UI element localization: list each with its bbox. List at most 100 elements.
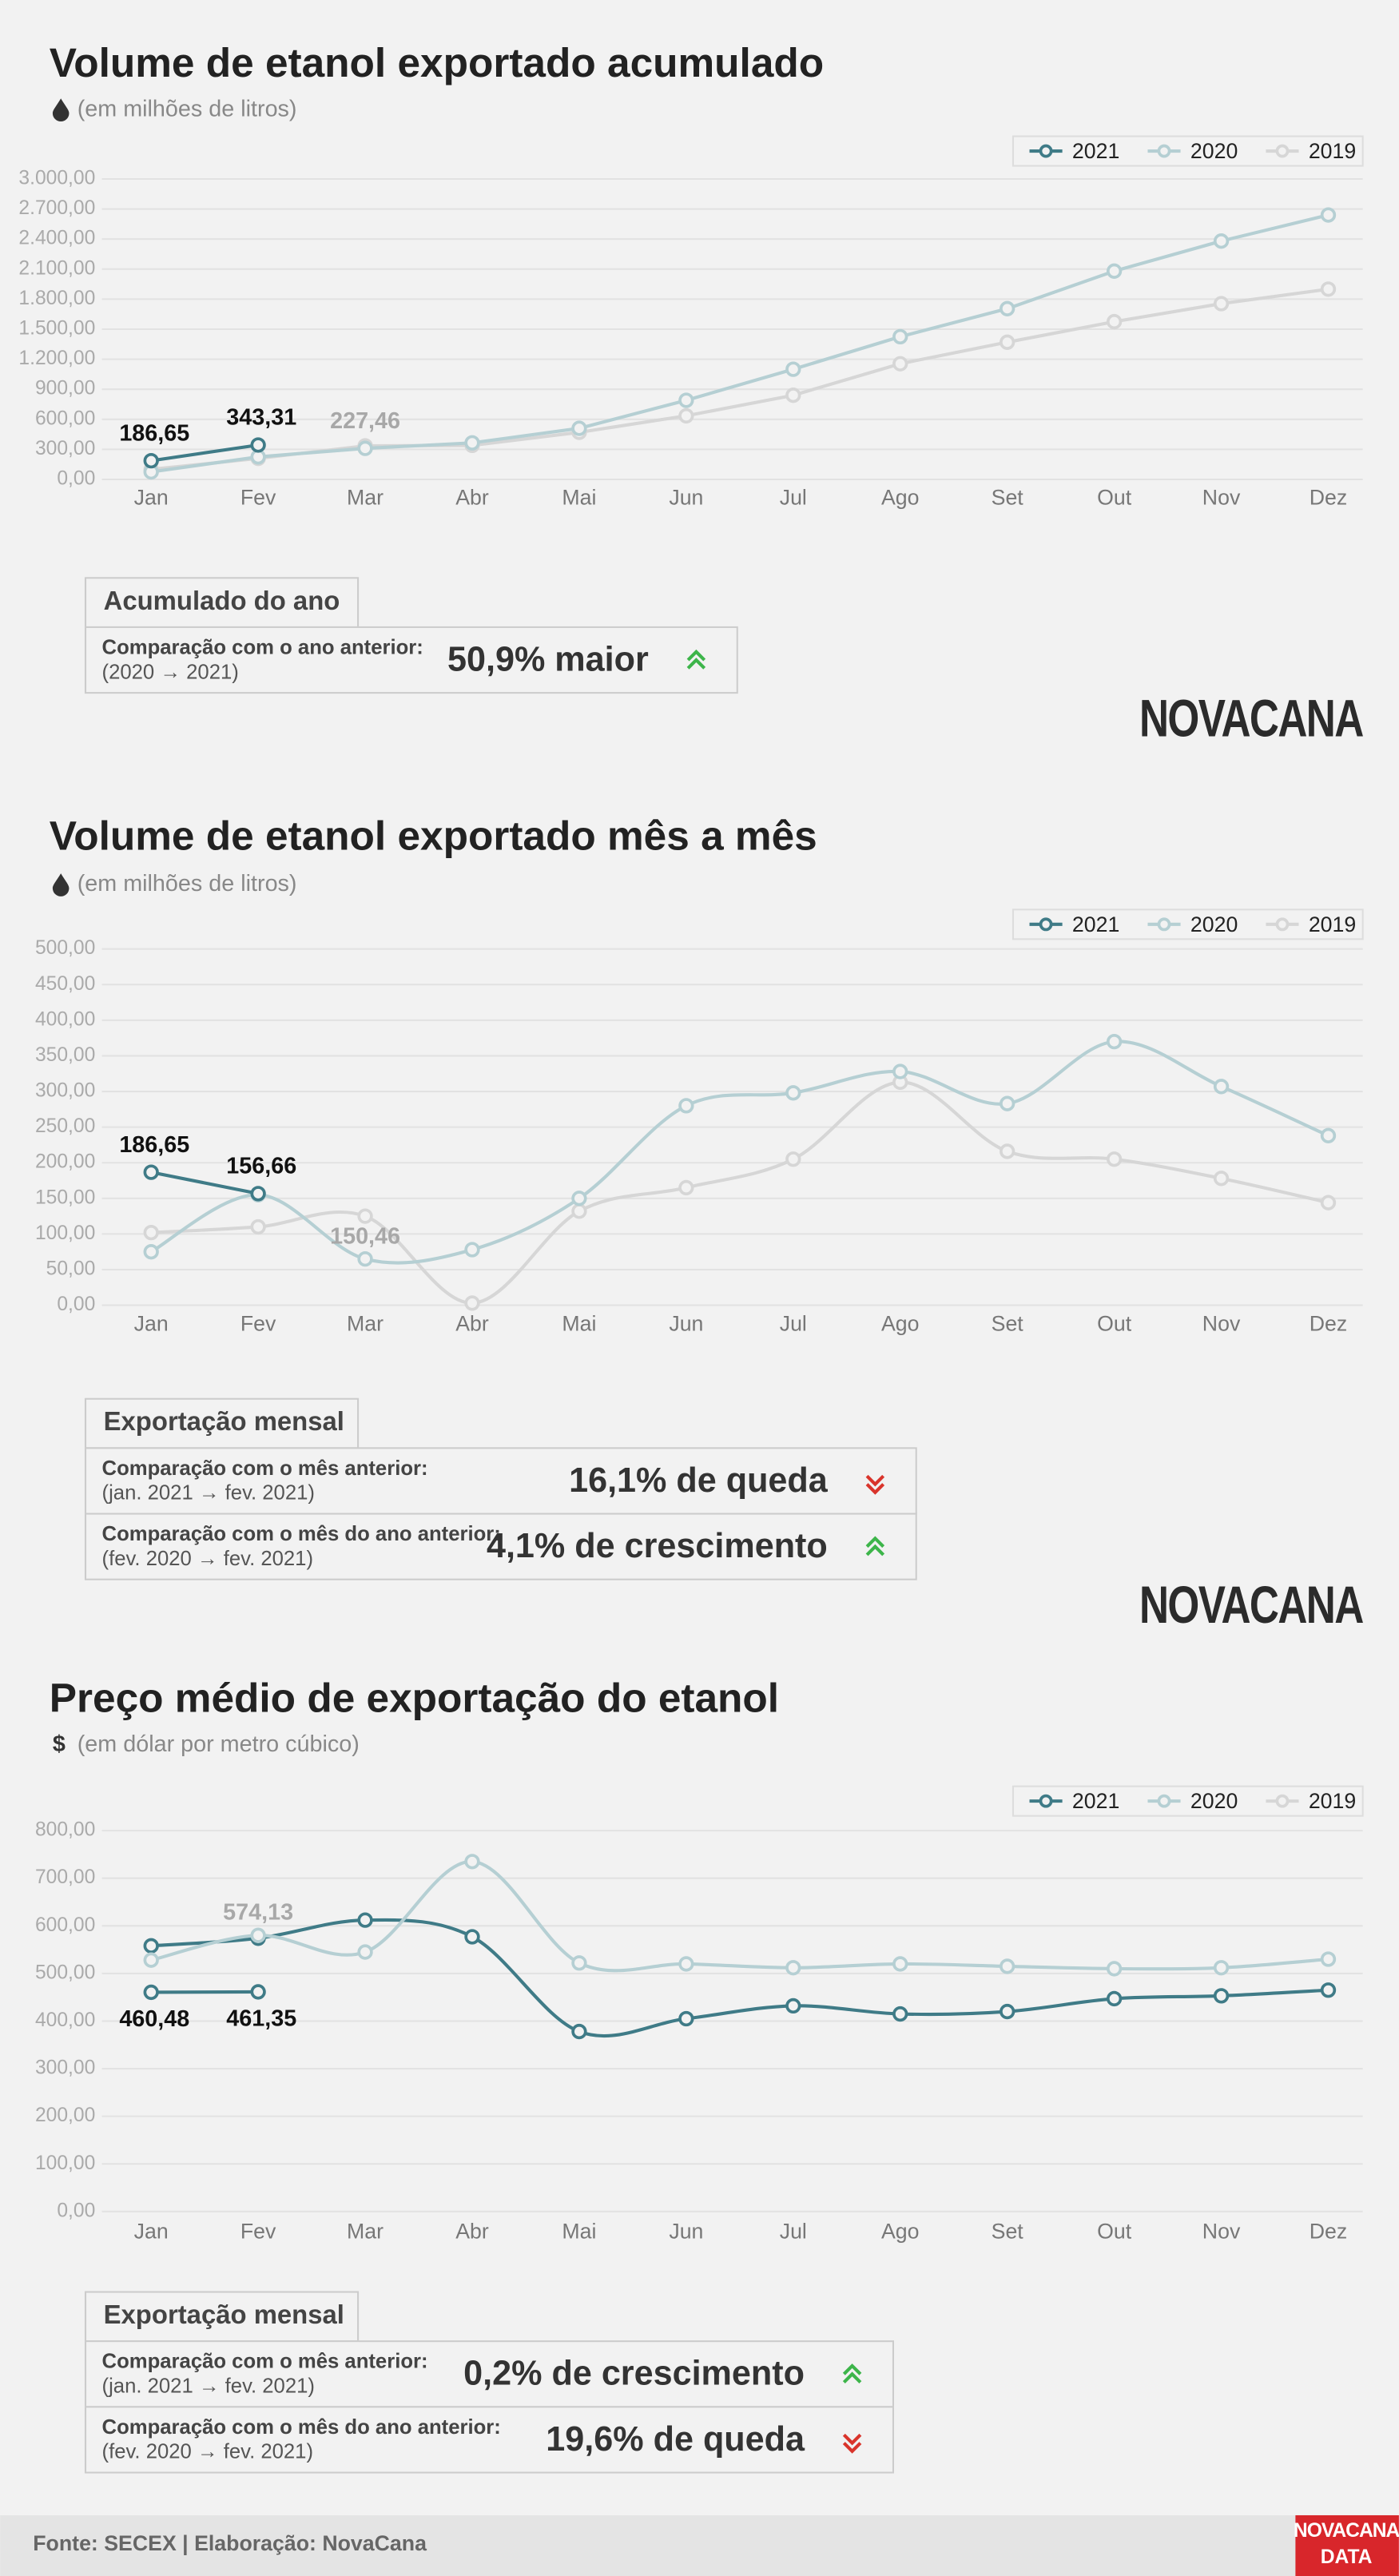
chart-subtitle: (em milhões de litros) bbox=[78, 871, 297, 896]
legend-label: 2019 bbox=[1309, 139, 1356, 163]
data-point bbox=[143, 1164, 159, 1180]
x-tick-label: Abr bbox=[455, 1311, 489, 1335]
series-line bbox=[151, 1990, 259, 1994]
data-point bbox=[143, 1938, 159, 1954]
legend-box bbox=[1011, 135, 1364, 167]
y-tick-label: 200,00 bbox=[35, 1151, 95, 1173]
x-tick-label: Out bbox=[1097, 1311, 1132, 1335]
x-tick-label: Mai bbox=[562, 486, 596, 510]
x-tick-label: Set bbox=[992, 1311, 1024, 1335]
y-tick-label: 2.100,00 bbox=[18, 257, 95, 279]
data-point bbox=[1213, 1171, 1230, 1187]
legend-marker bbox=[1039, 144, 1053, 158]
chart-subtitle: (em dólar por metro cúbico) bbox=[78, 1731, 360, 1757]
x-tick-label: Fev bbox=[240, 2220, 276, 2244]
x-tick-label: Out bbox=[1097, 486, 1132, 510]
summary-row bbox=[84, 2340, 894, 2408]
chart-title: Volume de etanol exportado acumulado bbox=[50, 39, 824, 85]
data-point bbox=[143, 1244, 159, 1260]
y-tick-label: 3.000,00 bbox=[18, 167, 95, 189]
summary-value: 50,9% maior bbox=[447, 640, 649, 678]
data-point bbox=[1213, 1960, 1230, 1976]
y-tick-label: 300,00 bbox=[35, 2057, 95, 2079]
data-label: 343,31 bbox=[226, 405, 296, 431]
data-point bbox=[1000, 300, 1015, 316]
data-point bbox=[571, 420, 587, 436]
x-tick-label: Nov bbox=[1202, 1311, 1241, 1335]
summary-note: (jan. 2021 → fev. 2021) bbox=[102, 1482, 315, 1505]
series-line bbox=[150, 1040, 1329, 1265]
summary-note: (fev. 2020 → fev. 2021) bbox=[102, 1548, 313, 1570]
summary-row bbox=[84, 1447, 917, 1515]
y-tick-label: 400,00 bbox=[35, 2010, 95, 2031]
x-tick-label: Mai bbox=[562, 2220, 596, 2244]
series-line bbox=[150, 213, 1329, 474]
data-label: 186,65 bbox=[119, 420, 189, 446]
data-point bbox=[143, 452, 159, 469]
series-line bbox=[150, 287, 1329, 471]
y-tick-label: 1.500,00 bbox=[18, 318, 95, 340]
data-point bbox=[250, 437, 266, 453]
summary-value: 4,1% de crescimento bbox=[487, 1527, 828, 1565]
data-point bbox=[464, 1242, 480, 1258]
legend-label: 2020 bbox=[1190, 139, 1238, 163]
data-point bbox=[357, 1944, 373, 1960]
data-point bbox=[357, 1912, 373, 1928]
data-point bbox=[785, 1151, 801, 1167]
summary-label: Comparação com o mês do ano anterior: bbox=[102, 2416, 501, 2439]
legend-marker bbox=[1157, 1794, 1171, 1808]
footer-source: Fonte: SECEX | Elaboração: NovaCana bbox=[33, 2531, 427, 2555]
data-point bbox=[1000, 1143, 1015, 1159]
y-tick-label: 200,00 bbox=[35, 2105, 95, 2126]
summary-note: (jan. 2021 → fev. 2021) bbox=[102, 2375, 315, 2397]
x-tick-label: Mar bbox=[347, 2220, 384, 2244]
data-point bbox=[678, 1956, 694, 1972]
data-point bbox=[571, 2023, 587, 2040]
data-point bbox=[678, 407, 694, 424]
drop-icon bbox=[52, 873, 70, 896]
footer-band bbox=[0, 2514, 1399, 2576]
data-point bbox=[1213, 233, 1230, 249]
drop-icon bbox=[52, 98, 70, 122]
y-tick-label: 700,00 bbox=[35, 1866, 95, 1888]
summary-label: Comparação com o mês anterior: bbox=[102, 2351, 428, 2373]
y-tick-label: 2.700,00 bbox=[18, 197, 95, 219]
legend-marker bbox=[1275, 917, 1290, 932]
chart-subtitle: (em milhões de litros) bbox=[78, 96, 297, 121]
y-tick-label: 600,00 bbox=[35, 407, 95, 429]
y-tick-label: 500,00 bbox=[35, 937, 95, 959]
x-tick-label: Set bbox=[992, 2220, 1024, 2244]
x-tick-label: Mar bbox=[347, 486, 384, 510]
data-point bbox=[785, 361, 801, 377]
legend-label: 2021 bbox=[1072, 1789, 1119, 1813]
y-tick-label: 400,00 bbox=[35, 1008, 95, 1030]
y-tick-label: 1.200,00 bbox=[18, 348, 95, 369]
x-tick-label: Jul bbox=[780, 2220, 807, 2244]
y-tick-label: 50,00 bbox=[46, 1258, 96, 1280]
y-tick-label: 300,00 bbox=[35, 1080, 95, 1102]
data-point bbox=[678, 1179, 694, 1196]
x-tick-label: Abr bbox=[455, 2220, 489, 2244]
trend-up-icon bbox=[686, 658, 706, 670]
y-tick-label: 800,00 bbox=[35, 1819, 95, 1841]
x-tick-label: Jan bbox=[134, 1311, 169, 1335]
summary-value: 16,1% de queda bbox=[569, 1461, 829, 1500]
data-point bbox=[892, 2006, 908, 2022]
data-point bbox=[1000, 1958, 1015, 1974]
legend-marker bbox=[1157, 917, 1171, 932]
data-point bbox=[571, 1191, 587, 1207]
data-point bbox=[785, 1998, 801, 2014]
legend-box bbox=[1011, 1785, 1364, 1817]
y-tick-label: 0,00 bbox=[57, 468, 95, 490]
summary-note: (2020 → 2021) bbox=[102, 661, 239, 683]
y-tick-label: 350,00 bbox=[35, 1044, 95, 1066]
x-tick-label: Fev bbox=[240, 486, 276, 510]
x-tick-label: Ago bbox=[881, 1311, 920, 1335]
x-tick-label: Dez bbox=[1310, 486, 1347, 510]
y-tick-label: 450,00 bbox=[35, 973, 95, 995]
legend-box bbox=[1011, 908, 1364, 940]
summary-title: Exportação mensal bbox=[104, 2300, 344, 2329]
data-point bbox=[1000, 334, 1015, 350]
data-point bbox=[571, 1203, 587, 1219]
series-line bbox=[150, 443, 259, 463]
